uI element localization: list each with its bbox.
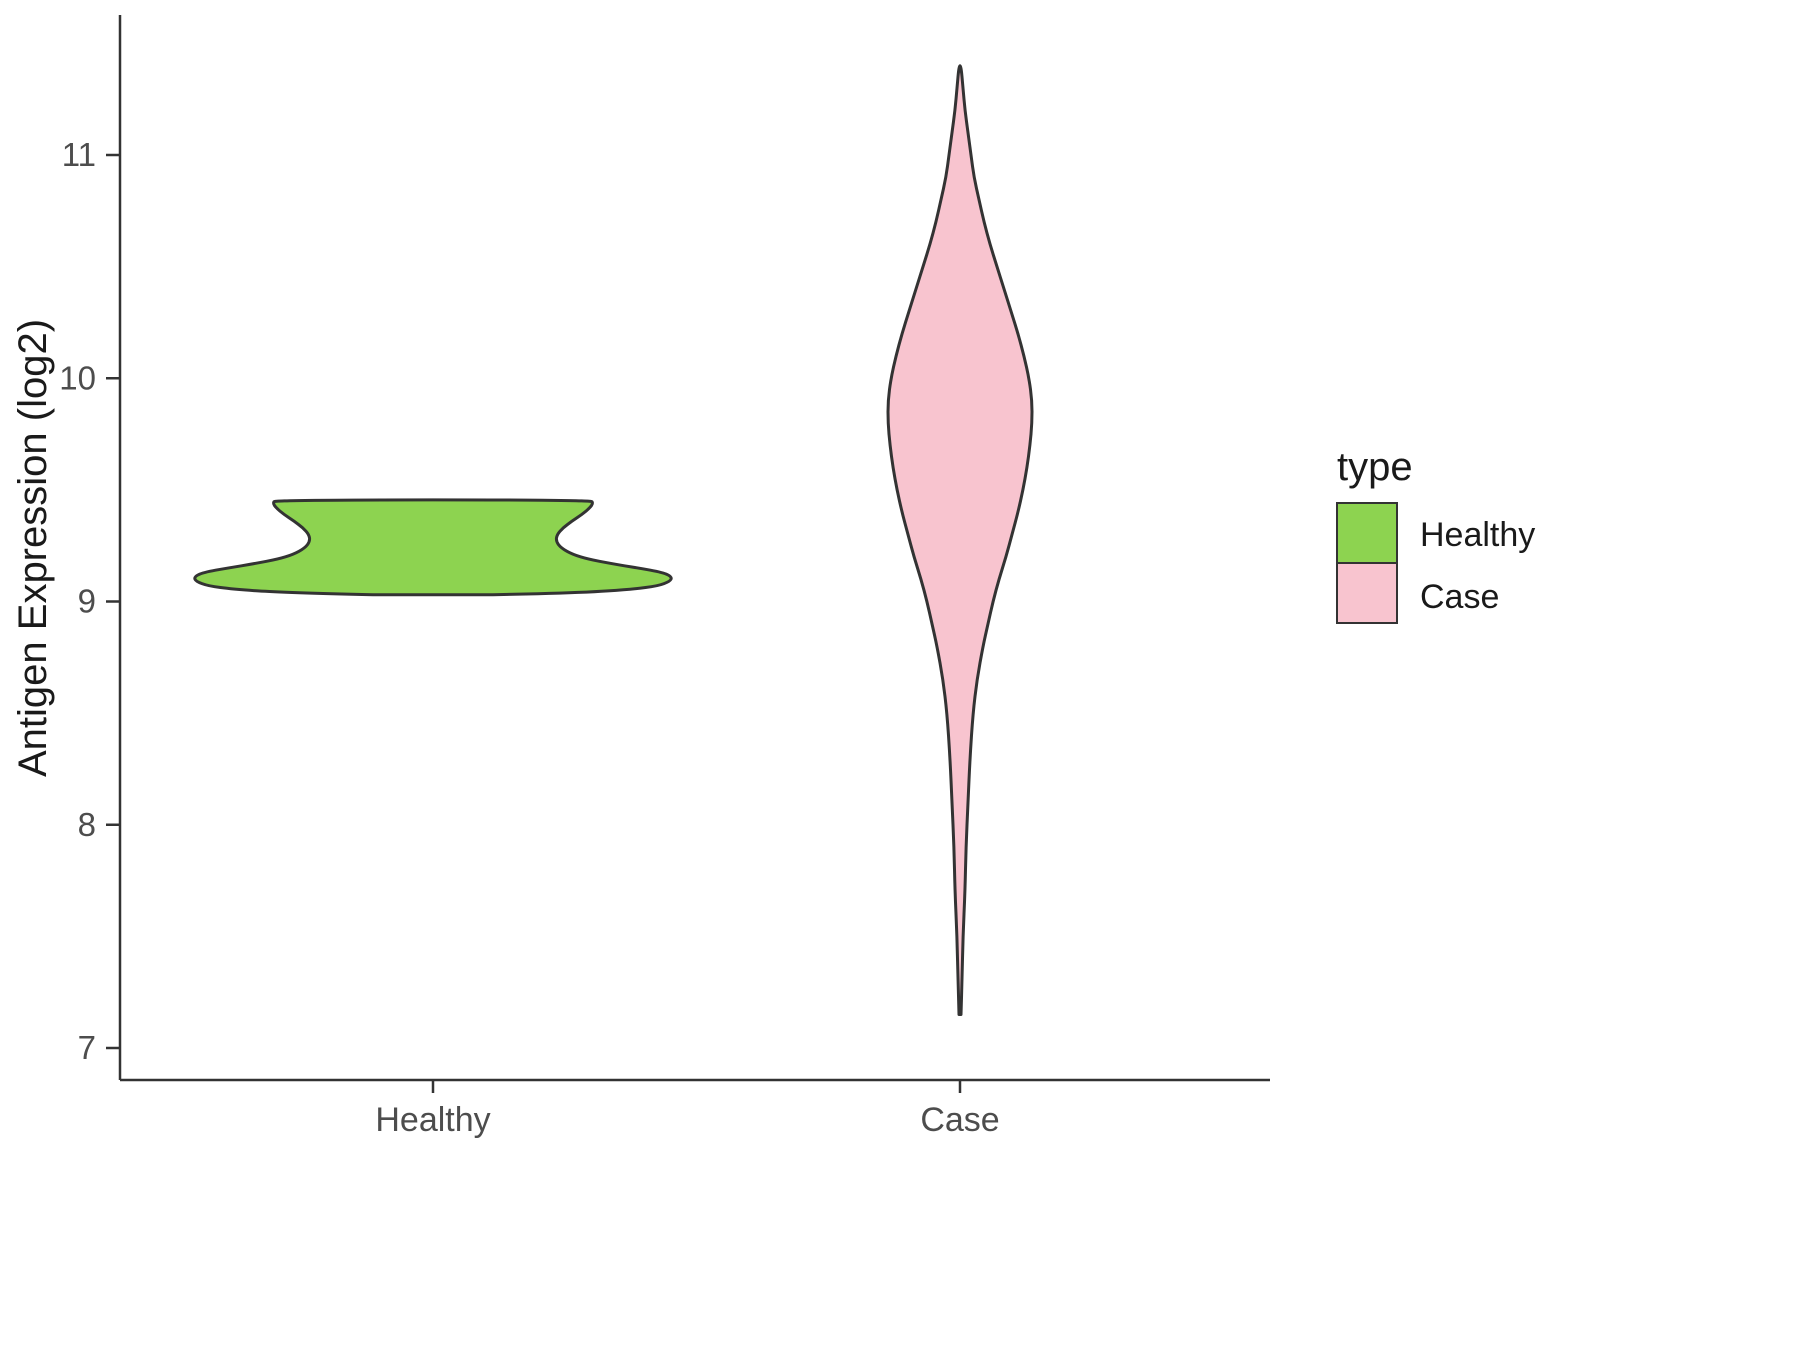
violin-healthy [193, 498, 673, 597]
x-axis-ticks [431, 1080, 962, 1093]
legend-label-healthy: Healthy [1420, 516, 1535, 554]
y-tick-label: 7 [78, 1029, 96, 1066]
violins-layer [193, 64, 1034, 1016]
legend-title: type [1337, 445, 1413, 489]
legend: type Healthy Case [1336, 445, 1535, 624]
violin-case [886, 64, 1034, 1016]
y-tick-label: 9 [78, 583, 96, 620]
legend-label-case: Case [1420, 578, 1499, 616]
y-tick-label: 8 [78, 806, 96, 843]
y-tick-label: 10 [59, 359, 96, 396]
x-category-label-case: Case [920, 1101, 999, 1139]
legend-swatch-healthy [1336, 502, 1398, 564]
y-tick-label: 11 [62, 136, 96, 173]
y-axis-ticks: 7 8 9 10 11 [59, 136, 120, 1066]
y-axis-title: Antigen Expression (log2) [11, 319, 55, 777]
x-category-label-healthy: Healthy [375, 1101, 490, 1139]
legend-swatch-case [1336, 562, 1398, 624]
